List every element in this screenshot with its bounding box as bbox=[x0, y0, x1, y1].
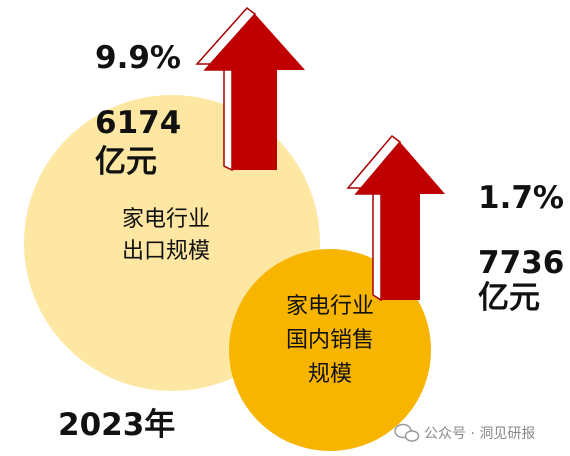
domestic-arrow bbox=[346, 134, 445, 302]
domestic-unit: 亿元 bbox=[478, 280, 540, 316]
watermark: 公众号 · 洞见研报 bbox=[424, 426, 535, 442]
domestic-label: 规模 bbox=[308, 362, 352, 387]
export-label: 家电行业 bbox=[122, 207, 210, 232]
export-value: 6174 bbox=[95, 105, 181, 141]
watermark-icon bbox=[394, 423, 420, 442]
domestic-growth: 1.7% bbox=[478, 180, 564, 216]
domestic-label: 国内销售 bbox=[286, 328, 374, 353]
domestic-value: 7736 bbox=[478, 245, 564, 281]
year: 2023年 bbox=[58, 407, 175, 443]
export-growth: 9.9% bbox=[95, 40, 181, 76]
domestic-label: 家电行业 bbox=[286, 294, 374, 319]
export-unit: 亿元 bbox=[95, 144, 157, 180]
export-label: 出口规模 bbox=[122, 239, 210, 264]
export-arrow bbox=[195, 6, 305, 172]
